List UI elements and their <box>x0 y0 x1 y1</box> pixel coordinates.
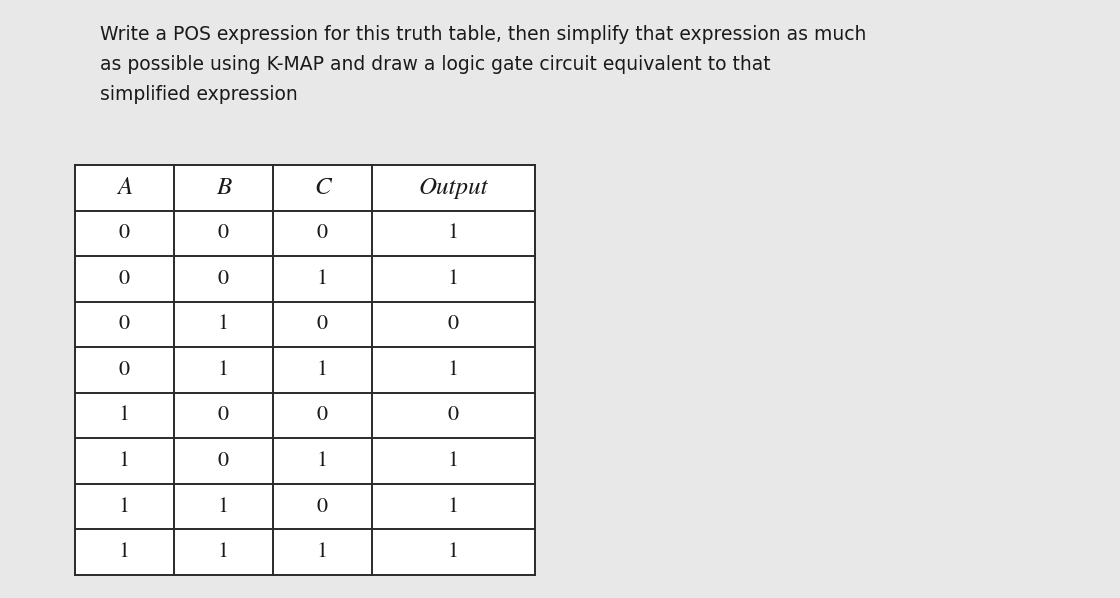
Text: 0: 0 <box>119 269 130 289</box>
Text: 0: 0 <box>119 360 130 380</box>
Text: B: B <box>216 177 231 199</box>
Text: 0: 0 <box>218 451 228 471</box>
Text: 1: 1 <box>217 315 228 334</box>
Text: A: A <box>116 177 132 199</box>
Text: 1: 1 <box>448 542 459 562</box>
Text: 1: 1 <box>119 542 130 562</box>
Text: 1: 1 <box>217 360 228 380</box>
Text: 1: 1 <box>448 269 459 289</box>
Text: 0: 0 <box>119 315 130 334</box>
Text: 1: 1 <box>317 269 328 289</box>
Text: C: C <box>314 177 330 199</box>
Text: 0: 0 <box>119 224 130 243</box>
Text: 1: 1 <box>448 497 459 517</box>
Text: 1: 1 <box>317 542 328 562</box>
Text: 0: 0 <box>317 405 328 425</box>
Text: 0: 0 <box>218 224 228 243</box>
Text: simplified expression: simplified expression <box>100 85 298 104</box>
Text: 0: 0 <box>218 405 228 425</box>
Text: 1: 1 <box>119 497 130 517</box>
Text: 0: 0 <box>448 315 459 334</box>
Text: 0: 0 <box>448 405 459 425</box>
Text: 1: 1 <box>217 497 228 517</box>
Text: 1: 1 <box>448 451 459 471</box>
Text: 1: 1 <box>317 360 328 380</box>
Text: 0: 0 <box>317 315 328 334</box>
Text: as possible using K-MAP and draw a logic gate circuit equivalent to that: as possible using K-MAP and draw a logic… <box>100 55 771 74</box>
Text: 1: 1 <box>119 451 130 471</box>
Text: 0: 0 <box>218 269 228 289</box>
Text: Write a POS expression for this truth table, then simplify that expression as mu: Write a POS expression for this truth ta… <box>100 25 867 44</box>
Text: 1: 1 <box>317 451 328 471</box>
Text: 1: 1 <box>217 542 228 562</box>
Text: Output: Output <box>419 177 488 199</box>
Text: 0: 0 <box>317 497 328 517</box>
Text: 0: 0 <box>317 224 328 243</box>
Text: 1: 1 <box>448 224 459 243</box>
Text: 1: 1 <box>119 405 130 425</box>
Text: 1: 1 <box>448 360 459 380</box>
Bar <box>75 165 535 575</box>
